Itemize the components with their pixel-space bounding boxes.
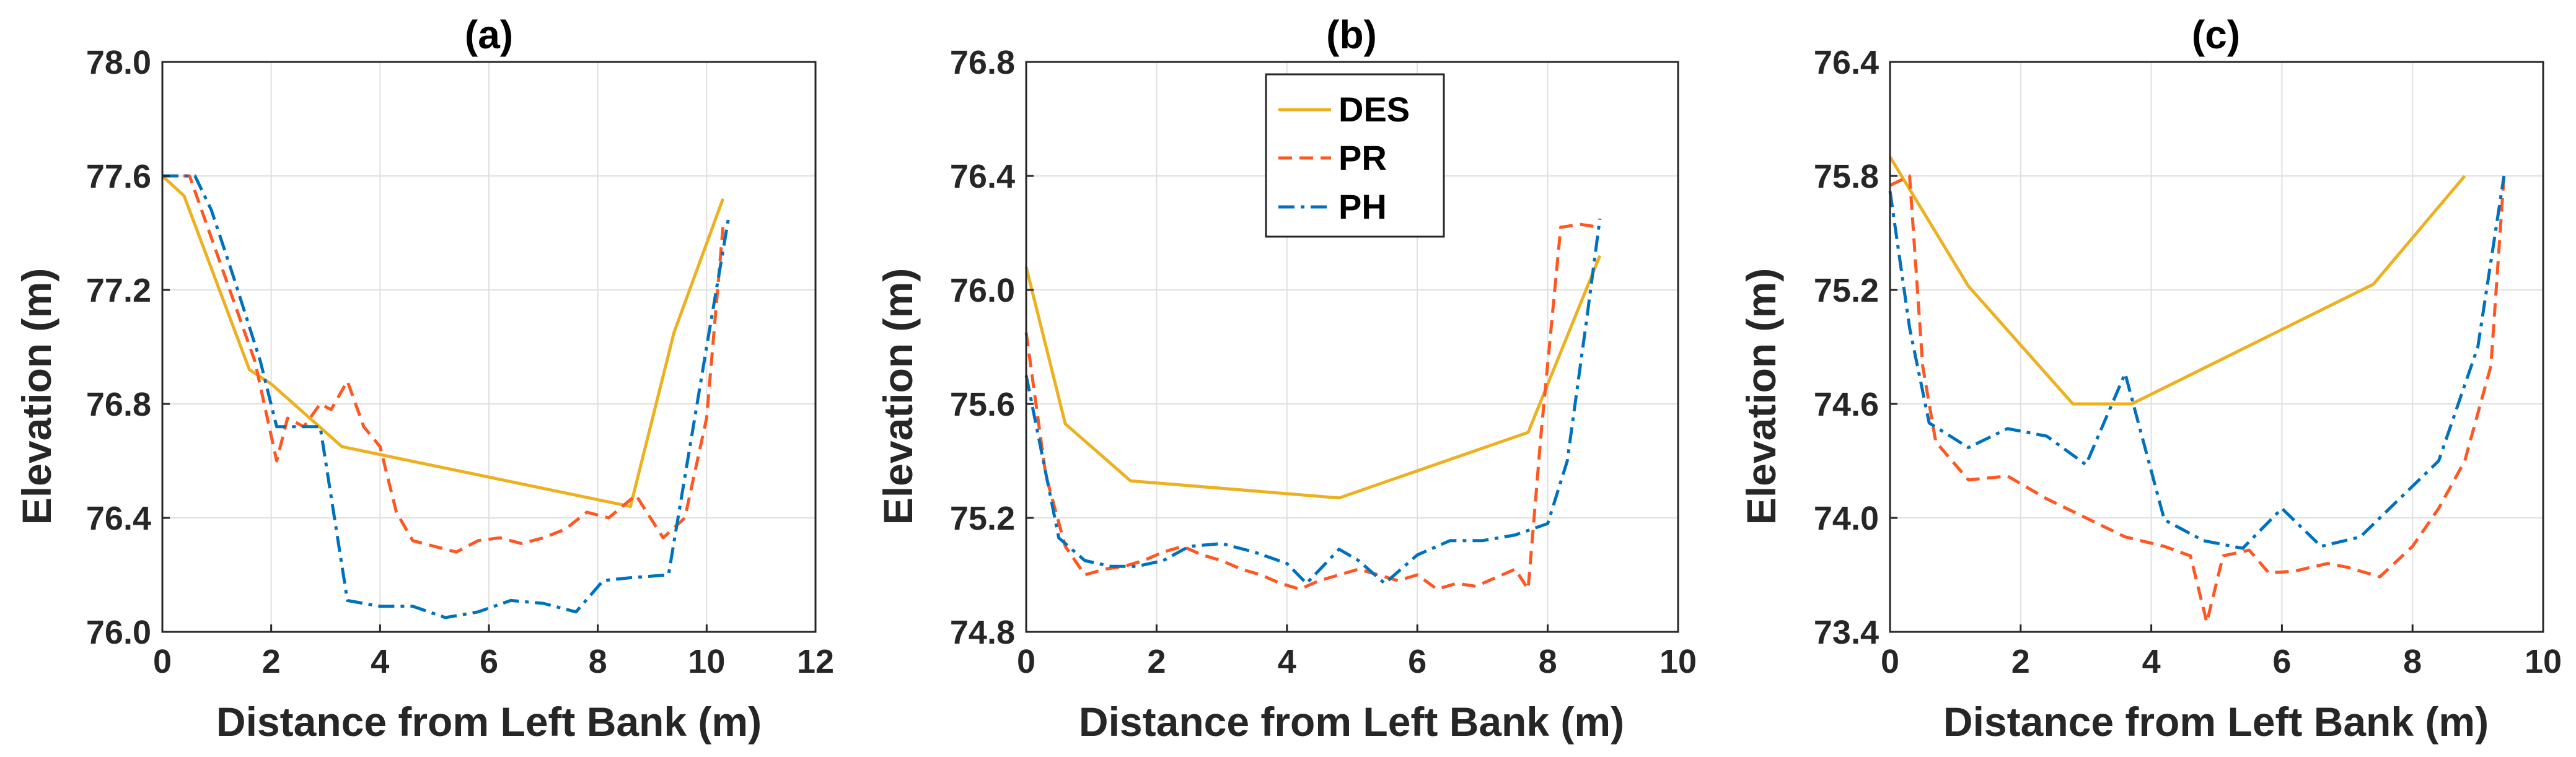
panel-a-ytick-label-3: 77.2 — [86, 272, 151, 309]
panel-a-series-pr — [162, 174, 725, 554]
panel-a-ytick-label-4: 77.6 — [86, 158, 151, 195]
panel-b-xtick-label-3: 6 — [1408, 643, 1426, 680]
panel-c-xtick-label-1: 2 — [2011, 643, 2030, 680]
panel-c-axes-box — [1889, 61, 2544, 633]
panel-a-ytick-label-0: 76.0 — [86, 614, 151, 651]
panel-a-ytick-label-2: 76.8 — [86, 386, 151, 423]
panel-c-ytick-label-0: 73.4 — [1814, 614, 1879, 651]
panel-c-title: (c) — [2192, 12, 2240, 57]
panel-a-grid — [162, 61, 816, 632]
panel-b-ytick-label-4: 76.4 — [950, 158, 1015, 195]
panel-c-xlabel: Distance from Left Bank (m) — [1943, 699, 2489, 745]
panel-a-xtick-label-4: 8 — [589, 643, 607, 680]
panel-c-ytick-label-5: 76.4 — [1814, 44, 1879, 81]
panel-b-xtick-label-5: 10 — [1659, 643, 1697, 680]
panel-b-series-ph — [1024, 218, 1602, 585]
panel-b-series — [1024, 218, 1602, 591]
panel-c: (c) Distance from Left Bank (m) Elevatio… — [1738, 12, 2562, 745]
panel-c-xtick-label-2: 4 — [2142, 643, 2161, 680]
panel-b-xtick-label-1: 2 — [1147, 643, 1166, 680]
panel-c-xtick-label-4: 8 — [2403, 643, 2422, 680]
panel-c-series-des — [1888, 156, 2466, 406]
legend-label-pr: PR — [1339, 138, 1387, 177]
panel-c-series-pr — [1889, 174, 2506, 624]
legend-box — [1265, 73, 1445, 238]
panel-a-series-ph — [162, 174, 730, 619]
panel-b-axes: 0 2 4 6 8 10 74.8 75.2 75.6 76.0 76.4 76.8 — [950, 44, 1697, 680]
panel-c-ylabel: Elevation (m) — [1738, 268, 1784, 525]
panel-b-ytick-label-3: 76.0 — [950, 272, 1015, 309]
panel-a-xlabel: Distance from Left Bank (m) — [216, 699, 762, 745]
panel-c-ytick-label-2: 74.6 — [1814, 386, 1879, 423]
panel-a-series-des — [161, 175, 725, 509]
panel-a-xtick-label-2: 4 — [371, 643, 389, 680]
panel-b-xtick-label-0: 0 — [1017, 643, 1035, 680]
panel-a-xtick-label-5: 10 — [688, 643, 725, 680]
panel-a-ytick-label-1: 76.4 — [86, 500, 151, 537]
legend-label-ph: PH — [1339, 187, 1387, 226]
panel-c-ytick-label-1: 74.0 — [1814, 500, 1879, 537]
panel-a-ytick-label-5: 78.0 — [86, 44, 151, 81]
panel-c-ytick-label-3: 75.2 — [1814, 272, 1879, 309]
panel-c-xtick-label-5: 10 — [2525, 643, 2562, 680]
panel-c-series-ph — [1888, 175, 2506, 550]
panel-b-ytick-label-2: 75.6 — [950, 386, 1015, 423]
panel-b-series-des — [1024, 255, 1602, 500]
panel-a-xtick-label-0: 0 — [153, 643, 172, 680]
panel-c-series — [1888, 156, 2506, 624]
panel-a-xtick-label-1: 2 — [262, 643, 281, 680]
panel-b-xtick-label-2: 4 — [1278, 643, 1296, 680]
panel-c-grid — [1889, 61, 2544, 632]
panel-b-xtick-label-4: 8 — [1539, 643, 1557, 680]
panel-c-axes: 0 2 4 6 8 10 73.4 74.0 74.6 75.2 75.8 76.4 — [1814, 44, 2562, 680]
panel-a-ylabel: Elevation (m) — [14, 268, 59, 525]
panel-a-axes: 0 2 4 6 8 10 12 76.0 76.4 76.8 77.2 77.6 78.0 — [86, 44, 834, 680]
panel-b-title: (b) — [1326, 12, 1377, 57]
panel-b: (b) Distance from Left Bank (m) Elevatio… — [875, 12, 1697, 745]
panel-a-series — [161, 174, 730, 619]
legend-label-des: DES — [1339, 90, 1410, 129]
panel-a-xtick-label-3: 6 — [480, 643, 498, 680]
panel-b-ytick-label-0: 74.8 — [950, 614, 1015, 651]
panel-c-xtick-label-0: 0 — [1881, 643, 1899, 680]
panel-b-ytick-label-5: 76.8 — [950, 44, 1015, 81]
panel-a-xtick-label-6: 12 — [797, 643, 834, 680]
panel-b-ytick-label-1: 75.2 — [950, 500, 1015, 537]
panel-a: (a) Distance from Left Bank (m) Elevatio… — [14, 12, 834, 745]
panel-b-ylabel: Elevation (m) — [875, 268, 921, 525]
panel-b-xlabel: Distance from Left Bank (m) — [1079, 699, 1624, 745]
panel-b-axes-box — [1025, 61, 1679, 633]
legend: DES PR PH — [1265, 73, 1445, 238]
panel-c-xtick-label-3: 6 — [2272, 643, 2291, 680]
panel-c-ytick-label-4: 75.8 — [1814, 158, 1879, 195]
panel-a-title: (a) — [465, 12, 513, 57]
